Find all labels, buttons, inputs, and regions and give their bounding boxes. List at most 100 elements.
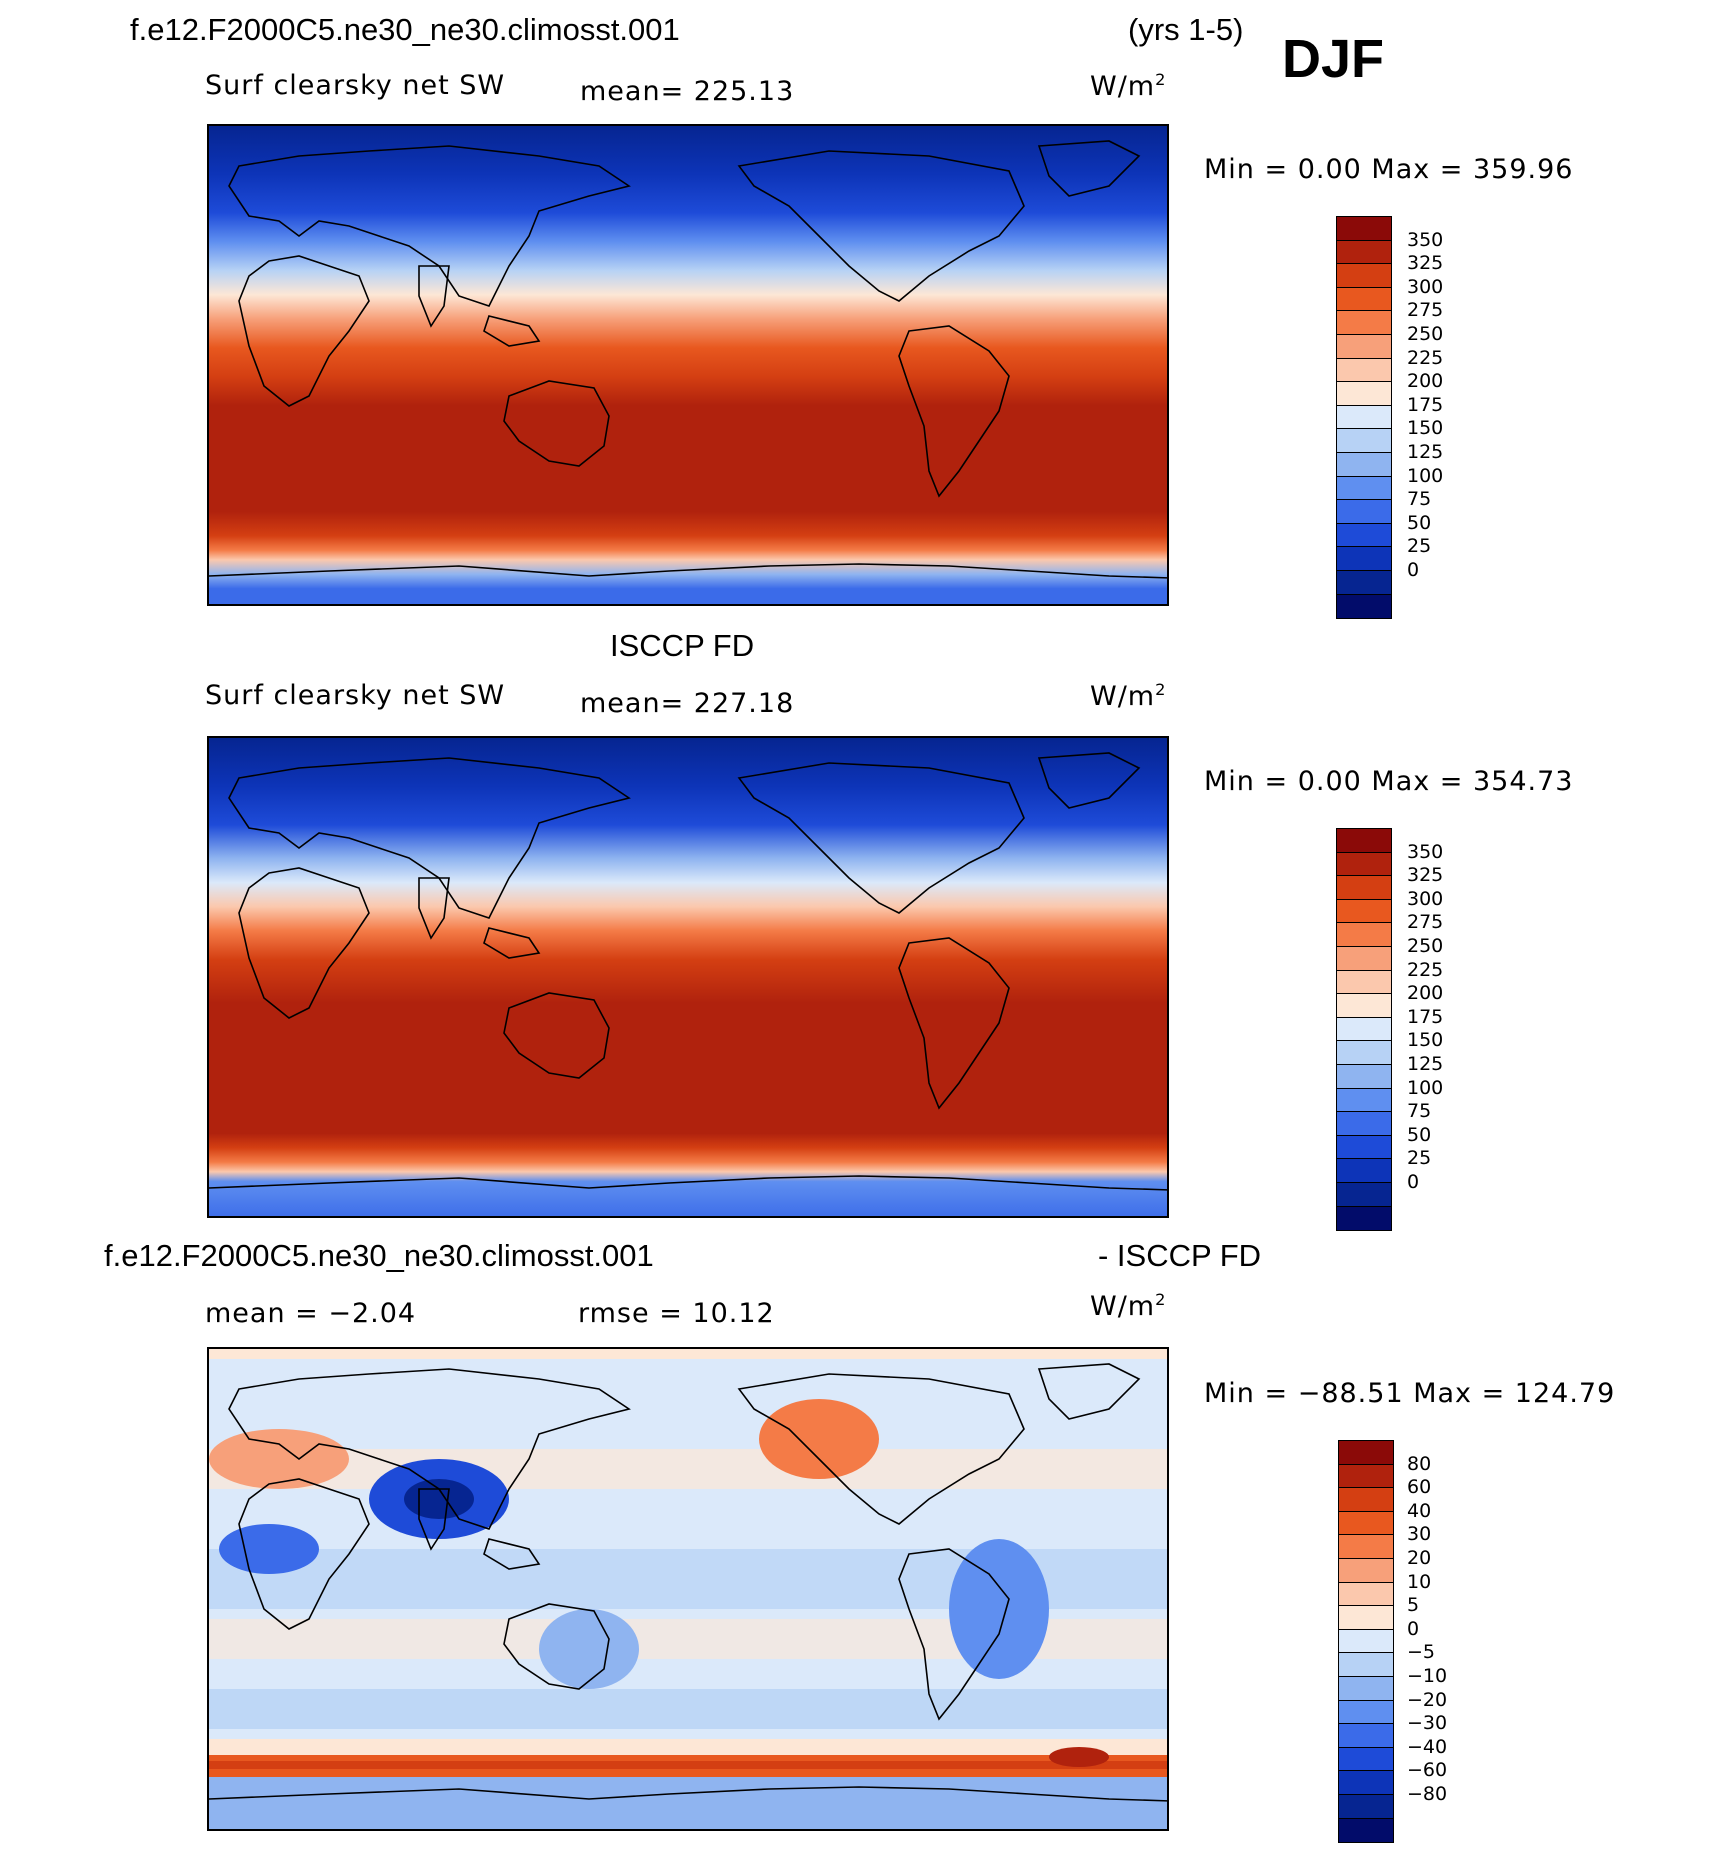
colorbar-label: 30 — [1407, 1523, 1432, 1546]
colorbar-label: 275 — [1407, 911, 1444, 934]
colorbar-label: −5 — [1407, 1641, 1436, 1664]
colorbar-swatch — [1337, 476, 1391, 501]
colorbar-label: 5 — [1407, 1594, 1420, 1617]
colorbar-label: −80 — [1407, 1783, 1448, 1805]
coastline — [209, 563, 1167, 579]
colorbar-label: 350 — [1407, 840, 1444, 863]
panel-model-minmax: Min = 0.00 Max = 359.96 — [1204, 154, 1574, 185]
coastline — [238, 1478, 370, 1630]
colorbar-label: 150 — [1407, 1029, 1444, 1052]
colorbar-swatch — [1339, 1700, 1393, 1725]
panel-obs-title: ISCCP FD — [610, 628, 755, 663]
colorbar-label: 50 — [1407, 511, 1432, 534]
coastline — [418, 265, 450, 328]
panel-diff-colorbar — [1338, 1440, 1394, 1844]
panel-diff-case-title: f.e12.F2000C5.ne30_ne30.climosst.001 — [104, 1238, 654, 1273]
colorbar-swatch — [1339, 1441, 1393, 1465]
coastline — [238, 867, 370, 1019]
colorbar-swatch — [1337, 429, 1391, 453]
colorbar-label: 100 — [1407, 1076, 1444, 1099]
colorbar-swatch — [1339, 1582, 1393, 1607]
colorbar-label: 0 — [1407, 1617, 1420, 1640]
colorbar-swatch — [1337, 311, 1391, 335]
colorbar-label: 75 — [1407, 488, 1432, 511]
colorbar-label: 250 — [1407, 935, 1444, 957]
colorbar-label: 200 — [1407, 370, 1444, 393]
coastline — [1037, 140, 1141, 197]
colorbar-label: 75 — [1407, 1100, 1432, 1123]
colorbar-swatch — [1337, 970, 1391, 995]
colorbar-swatch — [1339, 1818, 1393, 1843]
coastline — [1037, 1363, 1141, 1420]
colorbar-label: 325 — [1407, 864, 1444, 887]
colorbar-swatch — [1337, 1017, 1391, 1042]
colorbar-swatch — [1337, 500, 1391, 524]
colorbar-swatch — [1339, 1535, 1393, 1559]
colorbar-label: 25 — [1407, 535, 1432, 558]
colorbar-swatch — [1339, 1511, 1393, 1536]
coastline — [418, 1488, 450, 1551]
colorbar-label: 225 — [1407, 346, 1444, 369]
colorbar-label: 350 — [1407, 228, 1444, 251]
panel-model-units: W/m2 — [1090, 70, 1167, 102]
colorbar-swatch — [1337, 594, 1391, 619]
panel-diff-rmse: rmse = 10.12 — [578, 1298, 775, 1329]
colorbar-swatch — [1337, 287, 1391, 312]
colorbar-label: 0 — [1407, 1171, 1420, 1193]
colorbar-swatch — [1339, 1771, 1393, 1795]
panel-obs-units: W/m2 — [1090, 680, 1167, 712]
coastline — [737, 150, 1025, 302]
season-label: DJF — [1282, 29, 1385, 89]
panel-obs-variable: Surf clearsky net SW — [205, 680, 506, 711]
colorbar-swatch — [1337, 334, 1391, 359]
panel-diff-units: W/m2 — [1090, 1290, 1167, 1322]
colorbar-label: 175 — [1407, 1005, 1444, 1028]
coastline — [898, 1548, 1010, 1721]
colorbar-label: 25 — [1407, 1147, 1432, 1170]
colorbar-swatch — [1337, 1064, 1391, 1089]
coastline — [898, 325, 1010, 498]
colorbar-label: −60 — [1407, 1759, 1448, 1782]
colorbar-swatch — [1337, 358, 1391, 383]
colorbar-swatch — [1337, 1112, 1391, 1136]
panel-model-variable: Surf clearsky net SW — [205, 70, 506, 101]
colorbar-label: −10 — [1407, 1665, 1448, 1687]
colorbar-swatch — [1337, 1041, 1391, 1065]
coastline — [228, 145, 631, 307]
colorbar-swatch — [1337, 523, 1391, 548]
colorbar-label: 10 — [1407, 1570, 1432, 1593]
panel-diff-minmax: Min = −88.51 Max = 124.79 — [1204, 1378, 1616, 1409]
panel-diff-map-svg — [209, 1349, 1167, 1829]
coastline — [483, 1538, 541, 1570]
coastline — [737, 762, 1025, 914]
colorbar-swatch — [1337, 1088, 1391, 1113]
panel-obs-minmax: Min = 0.00 Max = 354.73 — [1204, 766, 1574, 797]
coastline — [898, 937, 1010, 1110]
coastline — [209, 1175, 1167, 1191]
colorbar-swatch — [1337, 240, 1391, 265]
colorbar-swatch — [1337, 946, 1391, 971]
coastline — [483, 927, 541, 959]
colorbar-swatch — [1339, 1629, 1393, 1654]
panel-model-mean: mean= 225.13 — [580, 76, 795, 107]
colorbar-swatch — [1337, 264, 1391, 288]
colorbar-label: 300 — [1407, 275, 1444, 298]
colorbar-swatch — [1339, 1606, 1393, 1630]
colorbar-label: 325 — [1407, 252, 1444, 275]
panel-obs-map-svg — [209, 738, 1167, 1216]
colorbar-label: 175 — [1407, 393, 1444, 416]
colorbar-label: 200 — [1407, 982, 1444, 1005]
colorbar-label: −30 — [1407, 1712, 1448, 1735]
colorbar-swatch — [1339, 1676, 1393, 1701]
colorbar-label: 125 — [1407, 441, 1444, 463]
colorbar-label: 0 — [1407, 559, 1420, 581]
colorbar-swatch — [1339, 1794, 1393, 1819]
colorbar-swatch — [1337, 1159, 1391, 1183]
coastline — [1037, 752, 1141, 809]
coastline — [503, 380, 610, 467]
colorbar-swatch — [1339, 1747, 1393, 1772]
case-title: f.e12.F2000C5.ne30_ne30.climosst.001 — [130, 12, 680, 47]
panel-diff-minus-title: - ISCCP FD — [1098, 1238, 1262, 1273]
panel-model-map-svg — [209, 126, 1167, 604]
colorbar-swatch — [1339, 1724, 1393, 1748]
